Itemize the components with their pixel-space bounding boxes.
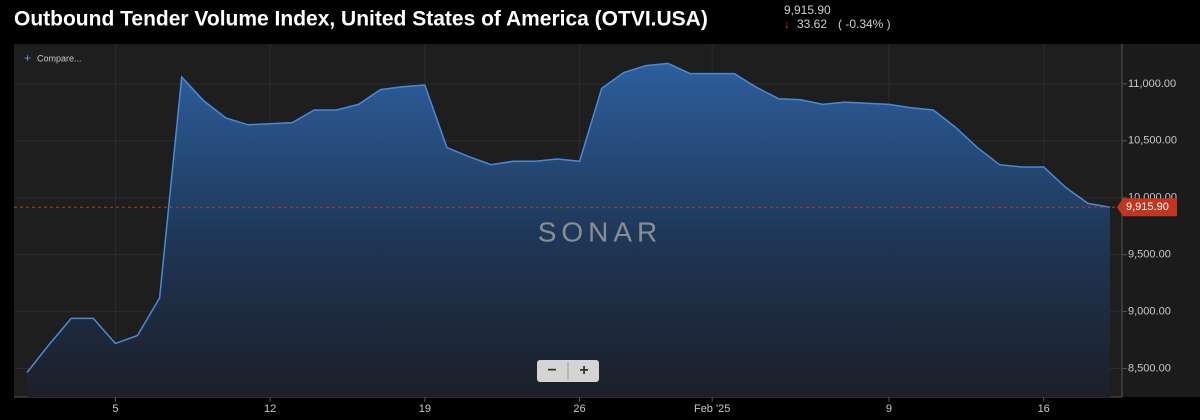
y-tick-label: 10,500.00 — [1128, 135, 1177, 147]
change: 33.62 — [797, 17, 827, 31]
x-tick-label: 16 — [1038, 403, 1050, 415]
y-tick-label: 8,500.00 — [1128, 362, 1171, 374]
x-tick-label: 5 — [112, 403, 118, 415]
current-value-label: 9,915.90 — [1126, 201, 1169, 213]
line — [26, 62, 1111, 373]
area — [27, 63, 1110, 398]
x-tick-label: 19 — [419, 403, 431, 415]
x-tick-label: Feb '25 — [694, 403, 730, 415]
last-value: 9,915.90 — [784, 3, 831, 17]
compare-icon[interactable]: + — [24, 51, 31, 65]
zoom-in-button[interactable]: + — [579, 362, 588, 379]
x-tick-label: 12 — [264, 403, 276, 415]
y-axis-area — [1122, 44, 1200, 397]
y-tick-label: 9,000.00 — [1128, 306, 1171, 318]
x-tick-label: 26 — [573, 403, 585, 415]
zoom-out-button[interactable]: − — [547, 362, 556, 379]
y-tick-label: 11,000.00 — [1128, 78, 1176, 90]
y-tick-label: 9,500.00 — [1128, 249, 1171, 261]
current-value-tag — [1117, 198, 1177, 217]
change-percent: ( -0.34% ) — [838, 17, 891, 31]
watermark: SONAR — [538, 216, 663, 247]
title: Outbound Tender Volume Index, United Sta… — [14, 8, 708, 31]
down-arrow: ↓ — [784, 17, 790, 31]
compare-button[interactable]: Compare... — [37, 53, 82, 63]
x-tick-label: 9 — [886, 403, 892, 415]
